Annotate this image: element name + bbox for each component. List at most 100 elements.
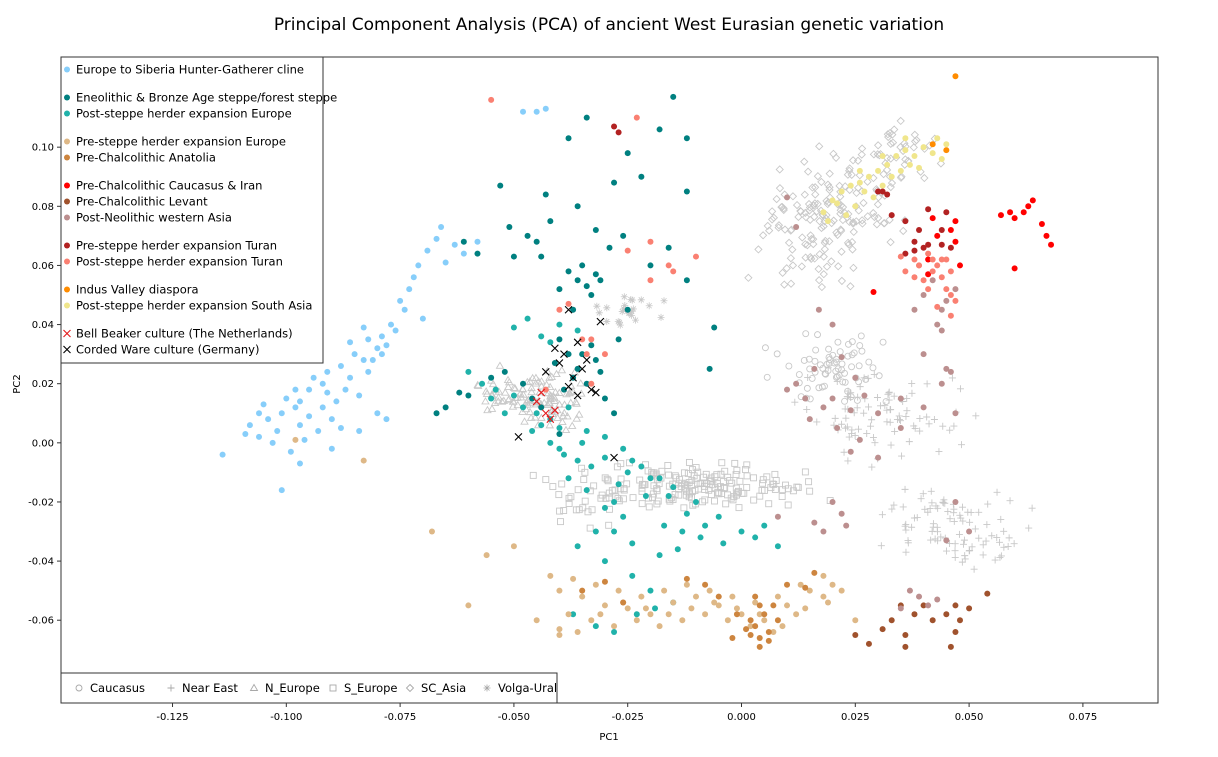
- post-neolithic-western-asia-point: [938, 380, 945, 387]
- modern-sc-asia-point: [854, 206, 863, 215]
- eneolithic-bronze-age-steppe-forest-steppe-point: [547, 218, 554, 225]
- modern-sc-asia-point: [767, 215, 777, 224]
- modern-sc-asia-point: [775, 165, 784, 174]
- modern-n-europe-point: [490, 398, 500, 407]
- post-neolithic-western-asia-point: [943, 365, 950, 372]
- pre-chalcolithic-anatolia-point: [756, 602, 763, 609]
- pre-steppe-herder-expansion-turan-point: [884, 191, 891, 198]
- y-tick-label: 0.06: [32, 261, 54, 272]
- post-steppe-herder-expansion-south-asia-point: [870, 194, 877, 201]
- pre-steppe-herder-expansion-europe-point: [360, 457, 367, 464]
- legend-post-steppe-herder-expansion-south-asia-label: Post-steppe herder expansion South Asia: [76, 299, 312, 313]
- europe-to-siberia-hunter-gatherer-cline-point: [319, 380, 326, 387]
- modern-near-east-point: [955, 530, 963, 538]
- modern-near-east-point: [873, 394, 881, 402]
- modern-sc-asia-point: [754, 245, 763, 254]
- eneolithic-bronze-age-steppe-forest-steppe-point: [556, 286, 563, 293]
- pre-steppe-herder-expansion-turan-point: [947, 244, 954, 251]
- post-steppe-herder-expansion-europe-point: [533, 410, 540, 417]
- modern-near-east-point: [865, 403, 873, 411]
- modern-sc-asia-point: [794, 212, 803, 222]
- modern-s-europe-point: [685, 493, 693, 501]
- europe-to-siberia-hunter-gatherer-cline-point: [337, 425, 344, 432]
- europe-to-siberia-hunter-gatherer-cline-point: [269, 439, 276, 446]
- post-steppe-herder-expansion-south-asia-point: [943, 141, 950, 148]
- modern-caucasus-point: [838, 366, 846, 374]
- europe-to-siberia-hunter-gatherer-cline-point: [415, 262, 422, 269]
- modern-s-europe-point: [698, 479, 706, 487]
- bell-beaker-culture-the-netherlands-point: [546, 415, 555, 424]
- modern-sc-asia-point: [825, 237, 834, 246]
- modern-s-europe-point: [605, 489, 613, 497]
- modern-sc-asia-point: [848, 156, 858, 165]
- y-tick-label: 0.02: [32, 379, 54, 390]
- modern-near-east-point: [924, 508, 932, 516]
- modern-s-europe-point: [653, 500, 661, 508]
- post-steppe-herder-expansion-turan-point: [692, 253, 699, 260]
- modern-s-europe-point: [584, 508, 592, 516]
- modern-near-east-point: [961, 555, 969, 563]
- modern-n-europe-point: [547, 372, 557, 380]
- eneolithic-bronze-age-steppe-forest-steppe-point: [711, 324, 718, 331]
- corded-ware-culture-germany-point: [514, 433, 523, 441]
- pre-steppe-herder-expansion-turan-point: [925, 241, 932, 248]
- europe-to-siberia-hunter-gatherer-cline-point: [365, 368, 372, 375]
- eneolithic-bronze-age-steppe-forest-steppe-point: [497, 182, 504, 189]
- modern-sc-asia-point: [836, 209, 845, 218]
- modern-near-east-point: [971, 525, 979, 533]
- post-neolithic-western-asia-point: [952, 286, 959, 293]
- europe-to-siberia-hunter-gatherer-cline-point: [283, 395, 290, 402]
- y-tick-label: -0.02: [28, 497, 54, 508]
- modern-sc-asia-point: [900, 160, 909, 169]
- post-neolithic-western-asia-point: [784, 194, 791, 201]
- post-steppe-herder-expansion-europe-point: [629, 572, 636, 579]
- pre-steppe-herder-expansion-turan-point: [911, 238, 918, 245]
- modern-sc-asia-point: [827, 257, 836, 266]
- post-neolithic-western-asia-point: [911, 306, 918, 313]
- modern-n-europe-point: [568, 386, 578, 395]
- modern-population-layer: [473, 116, 1036, 573]
- eneolithic-bronze-age-steppe-forest-steppe-point: [538, 253, 545, 260]
- modern-sc-asia-point: [833, 230, 842, 240]
- europe-to-siberia-hunter-gatherer-cline-point: [306, 413, 313, 420]
- pre-chalcolithic-anatolia-point: [756, 643, 763, 650]
- modern-s-europe-point: [676, 476, 683, 484]
- modern-near-east-point: [930, 415, 938, 423]
- modern-near-east-point: [871, 439, 879, 447]
- europe-to-siberia-hunter-gatherer-cline-point: [292, 404, 299, 411]
- modern-near-east-point: [925, 420, 933, 428]
- modern-sc-asia-point: [834, 262, 843, 271]
- modern-sc-asia-point: [763, 221, 772, 231]
- europe-to-siberia-hunter-gatherer-cline-point: [287, 448, 294, 455]
- modern-near-east-point: [860, 409, 868, 417]
- modern-near-east-point: [890, 392, 898, 400]
- modern-n-europe-point: [550, 393, 559, 402]
- post-steppe-herder-expansion-turan-point: [665, 262, 672, 269]
- legend-modern-n-europe-marker: [249, 683, 259, 691]
- modern-sc-asia-point: [815, 142, 824, 151]
- modern-sc-asia-point: [885, 128, 894, 138]
- modern-caucasus-point: [850, 349, 858, 357]
- modern-caucasus-point: [844, 352, 852, 360]
- pre-chalcolithic-caucasus-iran-point: [947, 226, 954, 233]
- modern-near-east-point: [848, 430, 856, 438]
- modern-near-east-point: [928, 499, 936, 507]
- post-steppe-herder-expansion-turan-point: [947, 268, 954, 275]
- pre-chalcolithic-levant-point: [920, 602, 927, 609]
- corded-ware-culture-germany-point: [578, 365, 587, 373]
- modern-volga-ural-point: [657, 313, 665, 321]
- post-neolithic-western-asia-point: [934, 321, 941, 328]
- europe-to-siberia-hunter-gatherer-cline-point: [265, 416, 272, 423]
- post-steppe-herder-expansion-turan-point: [588, 380, 595, 387]
- europe-to-siberia-hunter-gatherer-cline-point: [347, 339, 354, 346]
- eneolithic-bronze-age-steppe-forest-steppe-point: [533, 238, 540, 245]
- eneolithic-bronze-age-steppe-forest-steppe-point: [601, 395, 608, 402]
- modern-s-europe-point: [558, 480, 566, 488]
- x-tick-label: -0.025: [612, 712, 644, 723]
- modern-near-east-point: [854, 393, 862, 401]
- europe-to-siberia-hunter-gatherer-cline-point: [360, 324, 367, 331]
- legend-europe-to-siberia-hunter-gatherer-cline-marker: [64, 66, 70, 73]
- legend-bell-beaker-culture-the-netherlands-marker: [63, 329, 71, 338]
- modern-caucasus-point: [800, 357, 808, 364]
- modern-near-east-point: [901, 522, 909, 530]
